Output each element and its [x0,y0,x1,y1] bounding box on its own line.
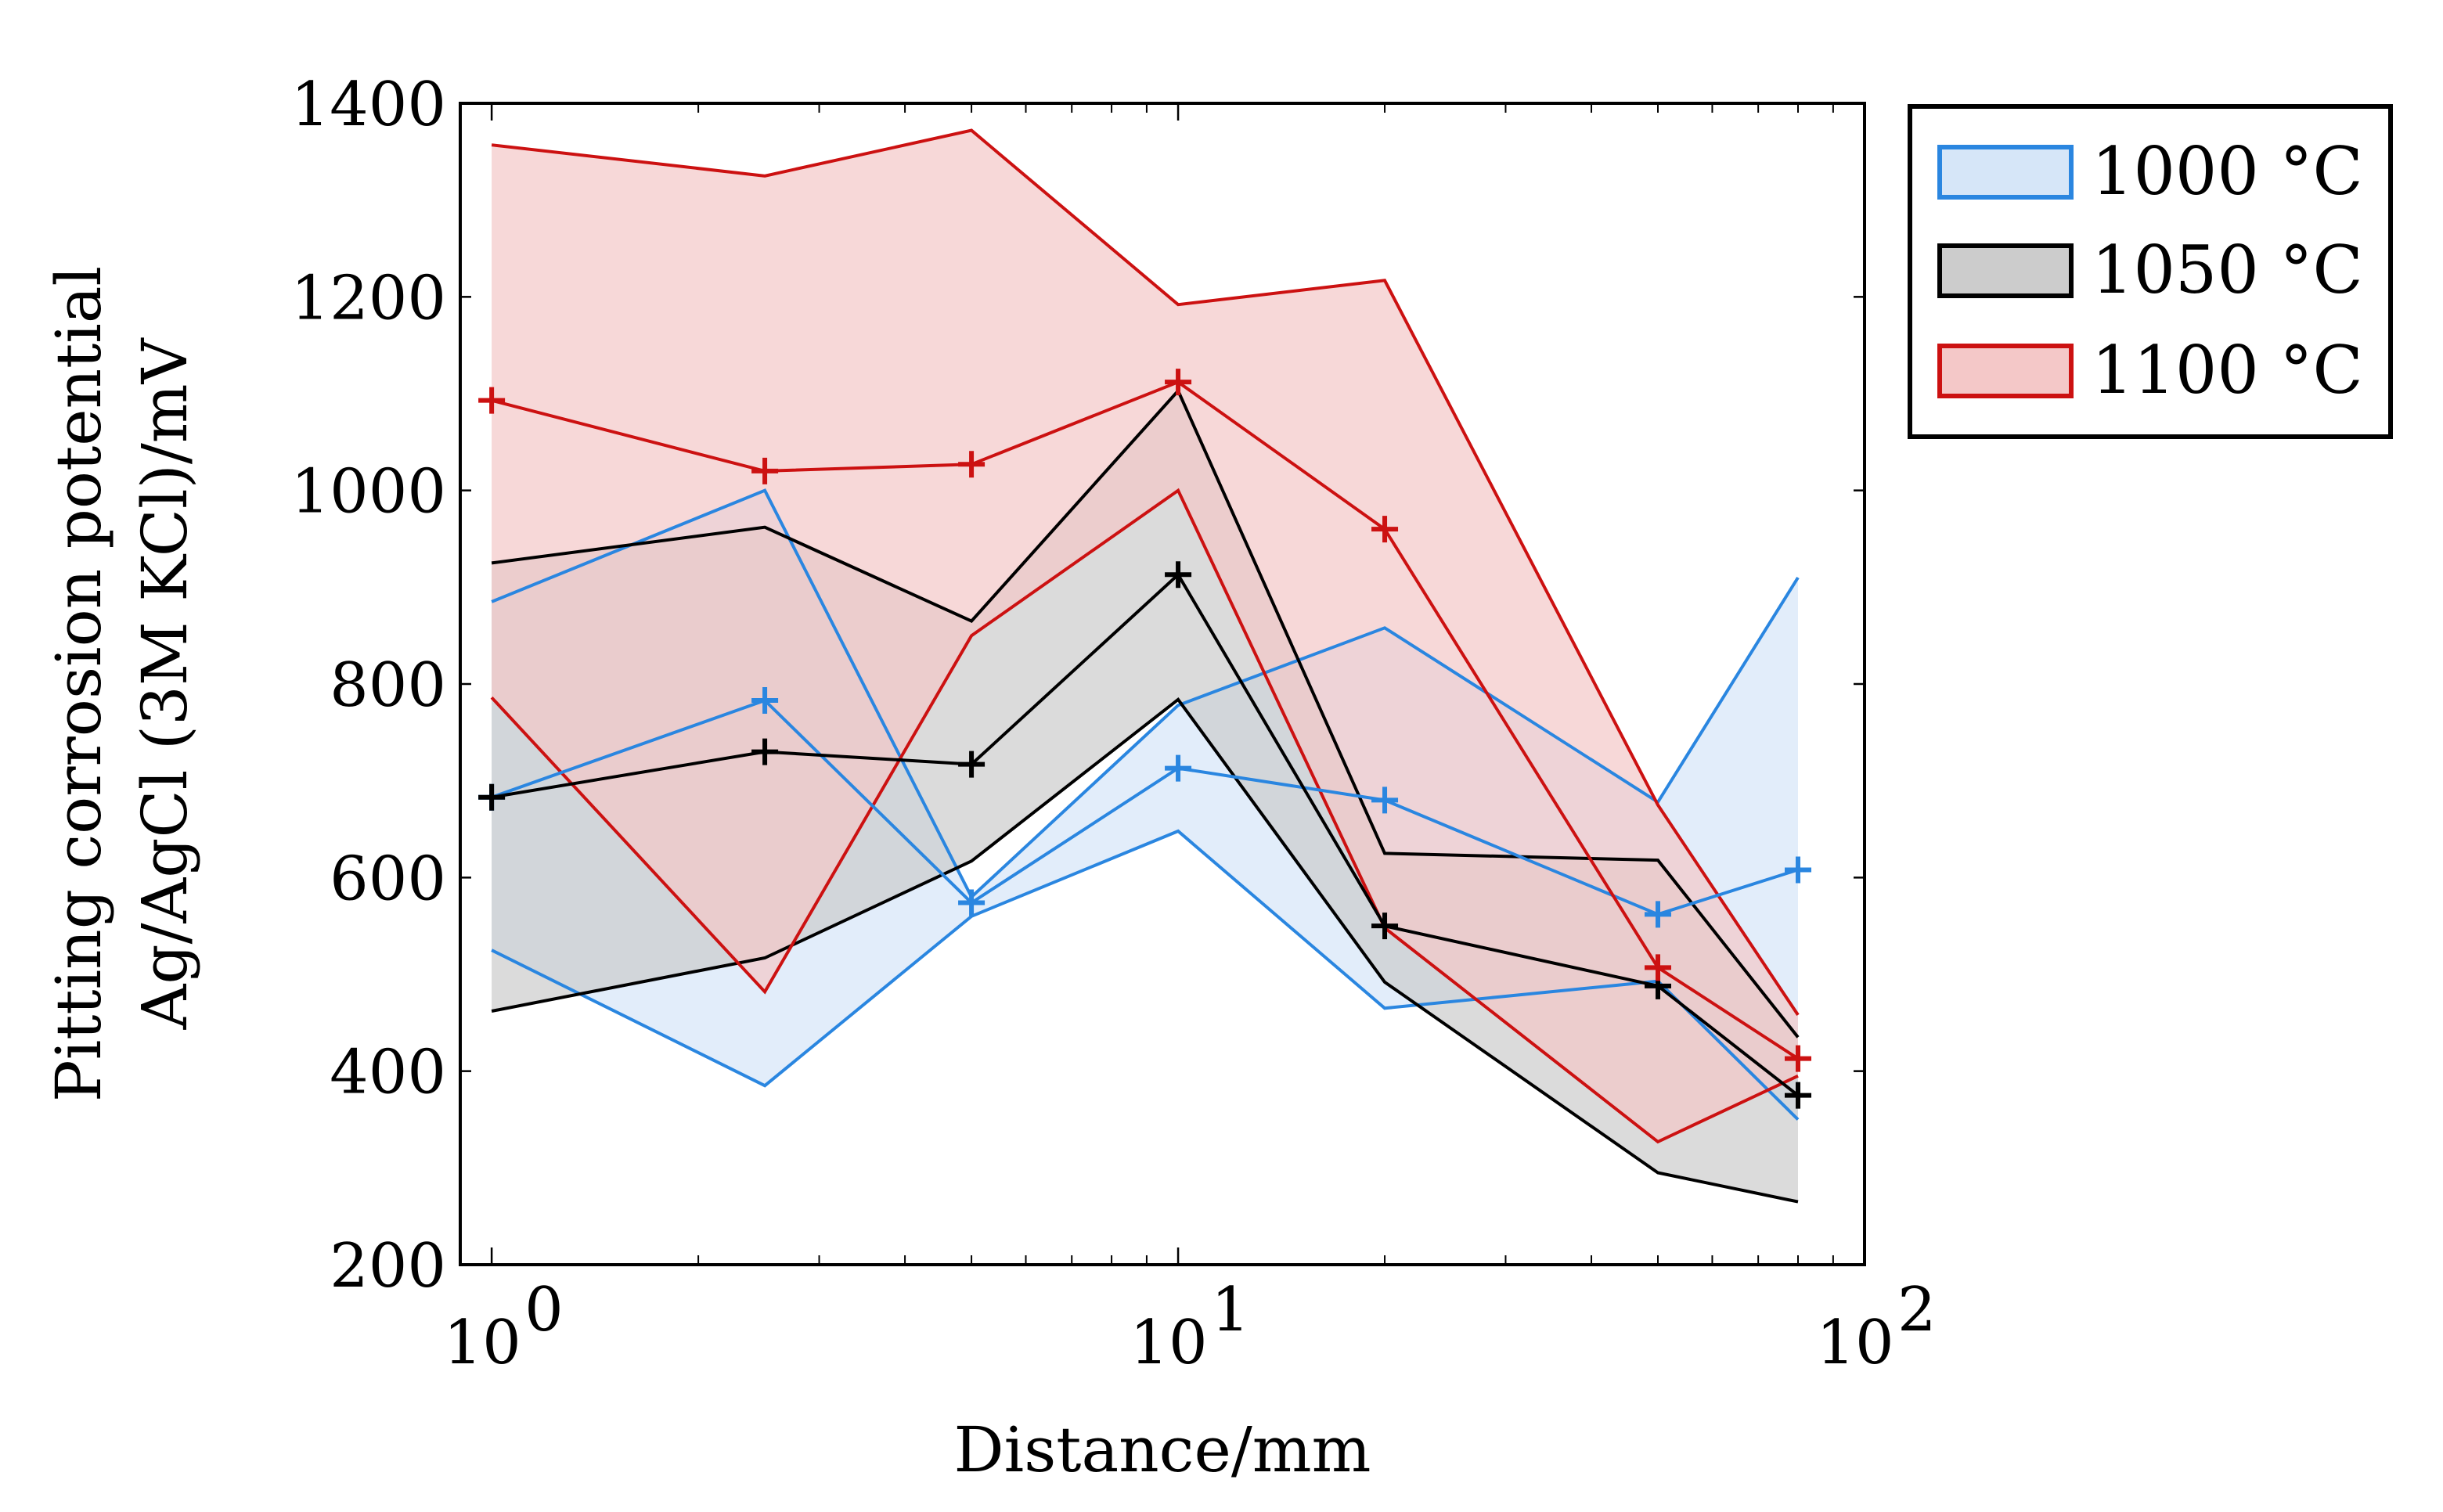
y-axis-title-line2: Ag/AgCl (3M KCl)/mV [128,337,201,1030]
legend-swatch-1000 [1937,145,2074,200]
mean-point-1-3 [1165,561,1192,589]
x-axis-title: Distance/mm [954,1413,1371,1486]
legend-label-1000: 1000 °C [2092,133,2363,210]
band-lower-2 [490,488,1799,1144]
mean-point-0-2 [958,889,985,916]
y-tick-label: 400 [330,1038,446,1108]
mean-point-2-2 [958,451,985,478]
x-tick-exponent: 2 [1897,1275,1937,1345]
mean-point-0-5 [1645,901,1672,928]
band-upper-2 [491,128,1800,1017]
mean-point-1-4 [1371,913,1399,940]
mean-point-0-4 [1371,787,1399,814]
x-tick-exponent: 0 [524,1275,564,1345]
y-tick-label: 1200 [290,263,446,333]
x-tick-label: 10 [1816,1308,1894,1378]
mean-point-2-6 [1785,1045,1812,1072]
mean-point-1-6 [1785,1082,1812,1109]
mean-point-2-5 [1645,954,1672,981]
y-tick-label: 600 [330,844,446,914]
mean-point-1-0 [478,783,506,811]
mean-point-2-4 [1371,516,1399,543]
y-tick-label: 200 [330,1231,446,1301]
x-tick-label: 10 [443,1308,521,1378]
mean-markers [478,369,1812,1109]
mean-point-2-1 [751,457,779,484]
mean-point-1-2 [958,751,985,778]
y-axis-title-line1: Pitting corrosion potential [42,266,115,1102]
legend-swatch-1100 [1937,344,2074,398]
band-fill-2 [492,130,1798,1142]
y-tick-label: 1000 [290,457,446,527]
mean-point-2-3 [1165,369,1192,396]
mean-point-0-6 [1785,856,1812,884]
mean-point-2-0 [478,387,506,414]
legend: 1000 °C 1050 °C 1100 °C [1908,104,2393,439]
x-tick-label: 10 [1130,1308,1207,1378]
mean-point-1-1 [751,738,779,765]
band-lower-1 [491,697,1799,1204]
mean-point-0-3 [1165,754,1192,782]
legend-label-1050: 1050 °C [2092,232,2363,308]
axis-ticks [460,102,1866,1266]
band-fills [492,130,1798,1202]
x-tick-exponent: 1 [1211,1275,1250,1345]
y-tick-label: 800 [330,650,446,721]
mean-point-0-1 [751,687,779,715]
legend-swatch-1050 [1937,243,2074,298]
legend-label-1100: 1100 °C [2092,332,2363,409]
y-tick-label: 1400 [290,70,446,140]
